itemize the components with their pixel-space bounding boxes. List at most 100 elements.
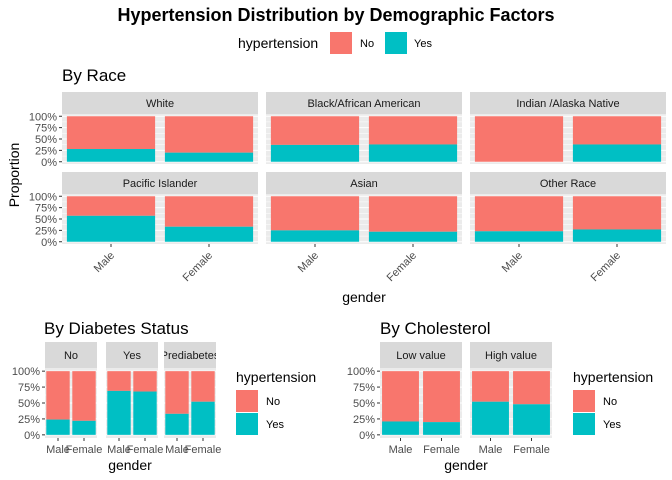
cholesterol-facet-1-x-tick-label-1: Female — [513, 444, 550, 456]
race-facet-5: Other Race Male Female — [470, 172, 666, 284]
race-facet-5-strip-label: Other Race — [540, 178, 596, 190]
race-facet-3-strip — [62, 172, 258, 194]
diabetes-facet-1-bar-male-no — [107, 371, 131, 391]
race-facet-2-bar-female-yes — [572, 144, 662, 162]
cholesterol-facet-1-x-tick-label-0: Male — [479, 444, 503, 456]
cholesterol-facet-1-bar-female-no — [513, 371, 550, 405]
cholesterol-facet-0-y-tick-label-3: 75% — [353, 382, 375, 394]
race-facet-4-bar-male-yes — [270, 230, 360, 242]
cholesterol-facet-0-y-tick-label-2: 50% — [353, 398, 375, 410]
top-legend: hypertension No Yes — [238, 32, 432, 54]
race-facet-0-y-tick-label-1: 25% — [35, 145, 57, 157]
race-facet-0: White 0%25%50%75%100% — [29, 92, 258, 169]
cholesterol-facet-1: High value Male Female — [470, 342, 552, 456]
cholesterol-chart-title: By Cholesterol — [380, 319, 491, 338]
race-facet-5-bar-female-yes — [572, 229, 662, 242]
race-facet-0-y-tick-label-2: 50% — [35, 134, 57, 146]
diabetes-facet-0-strip — [45, 342, 97, 368]
race-facet-4-strip-label: Asian — [350, 178, 378, 190]
diabetes-facet-1-strip-label: Yes — [123, 350, 141, 362]
race-facet-3: Pacific Islander Male Female 0%25%50%75%100… — [29, 172, 258, 284]
diabetes-legend-title: hypertension — [236, 369, 316, 385]
diabetes-legend: hypertension No Yes — [236, 369, 316, 435]
diabetes-facet-1-bar-female-yes — [133, 391, 157, 435]
diabetes-facet-1-bar-male-yes — [107, 390, 131, 435]
diabetes-facet-0-strip-label: No — [64, 350, 78, 362]
cholesterol-facet-0-y-tick-label-4: 100% — [347, 366, 375, 378]
cholesterol-chart: By Cholesterol gender hypertension No Ye… — [347, 319, 653, 473]
cholesterol-legend-title: hypertension — [573, 369, 653, 385]
cholesterol-facet-0: Low value Male Female 0% 25% 50% 75% 100% — [347, 342, 462, 456]
race-facet-1: Black/African American — [266, 92, 462, 164]
diabetes-facet-0-y-tick-label-0: 0% — [24, 430, 40, 442]
race-facet-1-strip-label: Black/African American — [307, 98, 420, 110]
diabetes-facet-0-y-tick-label-4: 100% — [12, 366, 40, 378]
race-facet-4-bar-female-yes — [368, 231, 458, 242]
cholesterol-facet-0-bar-female-no — [423, 371, 460, 423]
race-facet-0-bar-female-no — [164, 116, 254, 153]
race-facet-4-bar-female-no — [368, 196, 458, 232]
race-facet-0-bar-female-yes — [164, 152, 254, 162]
race-facet-3-x-tick-label-0: Male — [92, 250, 117, 275]
diabetes-facet-1-bar-female-no — [133, 371, 157, 392]
race-facet-1-bar-male-yes — [270, 144, 360, 162]
race-facet-4-x-tick-label-0: Male — [296, 250, 321, 275]
diabetes-facet-2-strip — [164, 342, 216, 368]
cholesterol-facet-0-y-tick-label-1: 25% — [353, 414, 375, 426]
race-facet-3-bar-male-yes — [66, 215, 156, 242]
race-facet-0-y-tick-label-0: 0% — [41, 157, 57, 169]
diabetes-facet-2-x-tick-label-0: Male — [165, 444, 189, 456]
diabetes-legend-swatch-yes — [236, 413, 258, 435]
diabetes-facet-1-x-tick-label-0: Male — [107, 444, 131, 456]
race-facet-5-bar-male-no — [474, 196, 564, 232]
diabetes-facet-0-x-tick-label-0: Male — [46, 444, 70, 456]
race-facet-3-y-tick-label-2: 50% — [35, 214, 57, 226]
race-facet-3-y-tick-label-0: 0% — [41, 237, 57, 249]
cholesterol-legend: hypertension No Yes — [573, 369, 653, 435]
top-legend-label-yes: Yes — [414, 38, 432, 50]
diabetes-facet-0-y-tick-label-3: 75% — [18, 382, 40, 394]
cholesterol-facet-0-x-tick-label-1: Female — [423, 444, 460, 456]
race-facet-5-bar-female-no — [572, 196, 662, 230]
cholesterol-legend-swatch-yes — [573, 413, 595, 435]
race-facet-5-bar-male-yes — [474, 231, 564, 242]
diabetes-facet-0-bar-female-yes — [72, 420, 96, 435]
race-chart: By Race Proportion gender White0%25%50%7… — [6, 66, 666, 305]
race-facet-4: Asian Male Female — [266, 172, 462, 284]
race-facet-3-bar-female-no — [164, 196, 254, 227]
cholesterol-facet-1-bar-male-yes — [472, 401, 509, 435]
diabetes-chart: By Diabetes Status gender hypertension N… — [12, 319, 316, 473]
cholesterol-facet-0-strip-label: Low value — [396, 350, 446, 362]
cholesterol-facet-0-bar-male-yes — [382, 421, 419, 435]
diabetes-facet-0-bar-male-yes — [46, 419, 70, 435]
diabetes-facet-2-bar-female-yes — [191, 401, 215, 435]
race-facet-2-bar-male-no — [474, 116, 564, 162]
race-facet-4-strip — [266, 172, 462, 194]
cholesterol-x-axis-label: gender — [444, 457, 488, 473]
diabetes-facet-2-bar-female-no — [191, 371, 215, 402]
race-facet-4-x-tick-label-1: Female — [385, 250, 419, 284]
race-facet-2-strip-label: Indian /Alaska Native — [516, 98, 619, 110]
diabetes-facet-0-x-tick-label-1: Female — [66, 444, 103, 456]
diabetes-facet-2-bar-male-yes — [165, 413, 189, 435]
cholesterol-facet-0-bar-female-yes — [423, 422, 460, 435]
cholesterol-facet-1-strip-label: High value — [485, 350, 537, 362]
diabetes-facet-2-bar-male-no — [165, 371, 189, 414]
top-legend-title: hypertension — [238, 35, 318, 51]
cholesterol-facet-1-bar-male-no — [472, 371, 509, 402]
race-chart-title: By Race — [62, 66, 126, 85]
race-facet-1-bar-male-no — [270, 116, 360, 145]
race-facet-0-y-tick-label-3: 75% — [35, 123, 57, 135]
race-facet-3-strip-label: Pacific Islander — [123, 178, 198, 190]
race-facet-1-bar-female-yes — [368, 144, 458, 162]
race-facet-2-strip — [470, 92, 666, 114]
race-facet-3-y-tick-label-1: 25% — [35, 225, 57, 237]
diabetes-facet-0-y-tick-label-2: 50% — [18, 398, 40, 410]
race-facet-1-strip — [266, 92, 462, 114]
race-facet-2: Indian /Alaska Native — [470, 92, 666, 164]
diabetes-facet-2-strip-label: Prediabetes — [161, 350, 220, 362]
cholesterol-facet-0-x-tick-label-0: Male — [389, 444, 413, 456]
